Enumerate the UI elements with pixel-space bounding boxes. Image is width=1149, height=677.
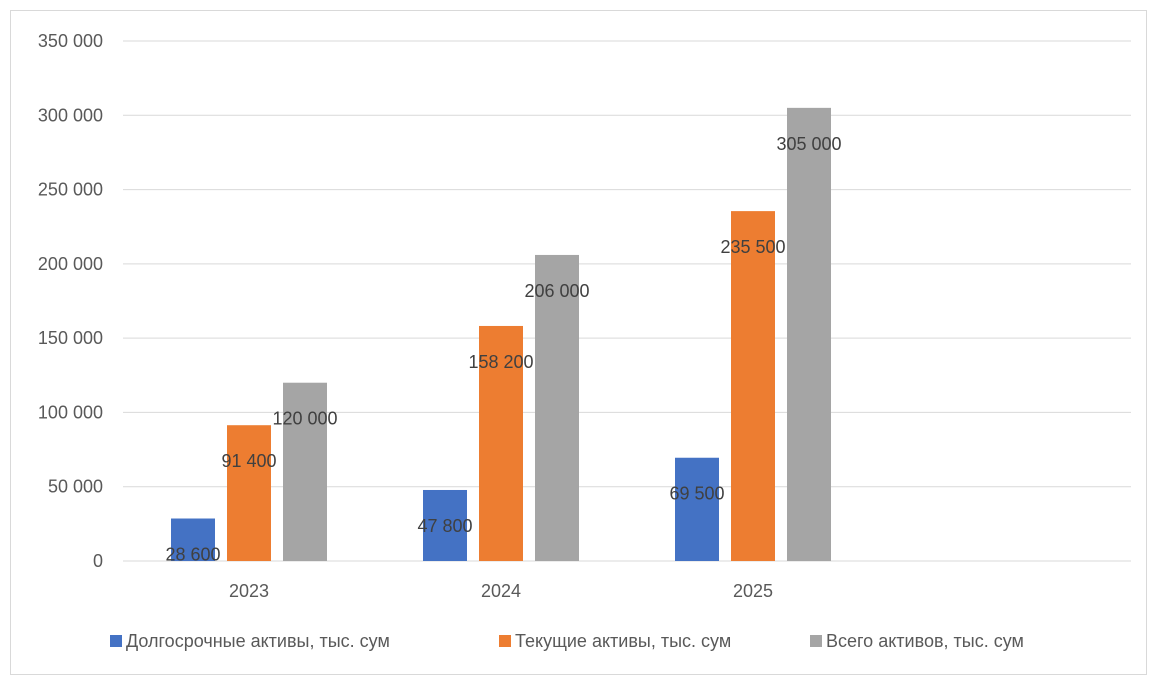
y-tick-label: 250 000 bbox=[38, 180, 103, 200]
data-label: 47 800 bbox=[417, 516, 472, 536]
y-tick-label: 200 000 bbox=[38, 254, 103, 274]
x-tick-label: 2024 bbox=[481, 581, 521, 601]
legend-swatch bbox=[810, 635, 822, 647]
bar bbox=[479, 325, 523, 561]
bar bbox=[171, 518, 215, 561]
y-tick-label: 50 000 bbox=[48, 477, 103, 497]
y-tick-label: 0 bbox=[93, 551, 103, 571]
data-label: 91 400 bbox=[221, 451, 276, 471]
legend-label: Текущие активы, тыс. сум bbox=[515, 631, 731, 651]
legend-label: Всего активов, тыс. сум bbox=[826, 631, 1024, 651]
bar bbox=[731, 211, 775, 561]
y-tick-label: 300 000 bbox=[38, 105, 103, 125]
x-tick-label: 2025 bbox=[733, 581, 773, 601]
bar bbox=[227, 425, 271, 561]
x-tick-label: 2023 bbox=[229, 581, 269, 601]
bar bbox=[283, 382, 327, 561]
data-label: 69 500 bbox=[669, 484, 724, 504]
data-label: 305 000 bbox=[776, 134, 841, 154]
bar bbox=[675, 457, 719, 561]
data-label: 235 500 bbox=[720, 237, 785, 257]
legend-swatch bbox=[499, 635, 511, 647]
legend-label: Долгосрочные активы, тыс. сум bbox=[126, 631, 390, 651]
bar bbox=[535, 254, 579, 561]
y-tick-label: 150 000 bbox=[38, 328, 103, 348]
bar bbox=[423, 489, 467, 561]
bar bbox=[787, 107, 831, 561]
data-label: 158 200 bbox=[468, 352, 533, 372]
data-label: 206 000 bbox=[524, 281, 589, 301]
y-tick-label: 350 000 bbox=[38, 31, 103, 51]
y-tick-label: 100 000 bbox=[38, 402, 103, 422]
legend-swatch bbox=[110, 635, 122, 647]
data-label: 120 000 bbox=[272, 409, 337, 429]
data-label: 28 600 bbox=[165, 545, 220, 565]
